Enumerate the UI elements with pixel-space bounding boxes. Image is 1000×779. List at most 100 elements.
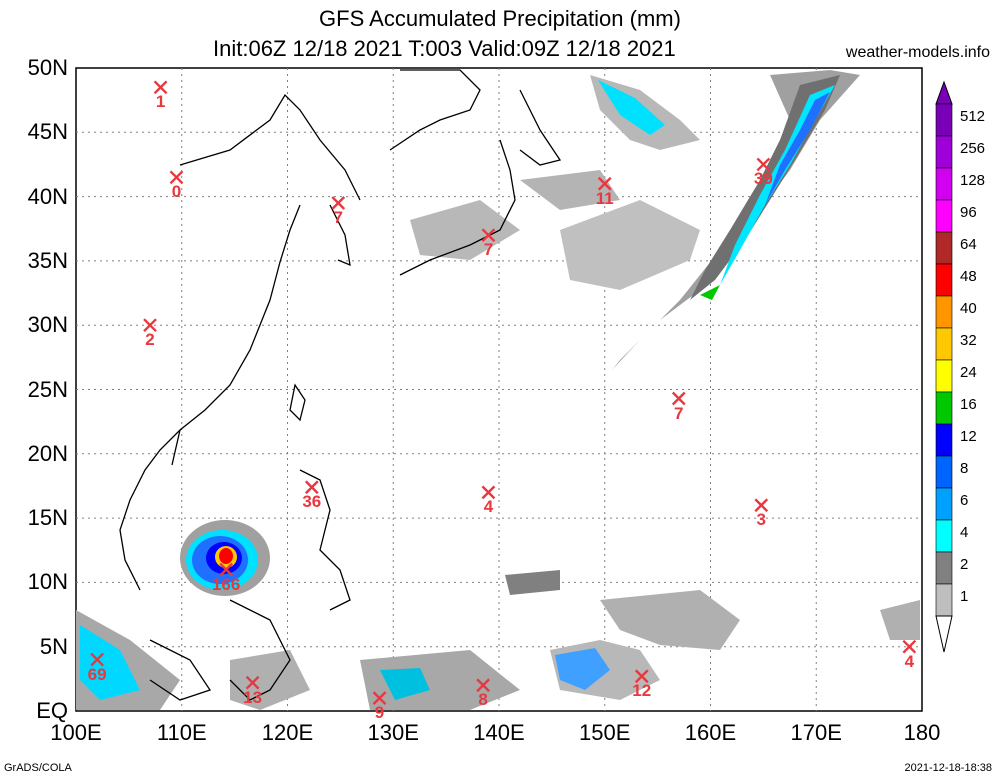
- station-marker: [671, 391, 686, 406]
- colorbar: [935, 80, 953, 653]
- station-marker: [245, 675, 260, 690]
- colorbar-label: 32: [960, 332, 977, 349]
- longitude-label: 100E: [50, 720, 102, 745]
- station-marker: [481, 485, 496, 500]
- footer-credit: GrADS/COLA: [4, 762, 72, 774]
- colorbar-swatch: [935, 583, 953, 617]
- longitude-label: 110E: [156, 720, 207, 745]
- longitude-label: 140E: [473, 720, 525, 745]
- site-credit: weather-models.info: [845, 44, 990, 61]
- colorbar-swatch: [935, 455, 953, 489]
- latitude-label: 30N: [27, 312, 68, 338]
- station-value-label: 7: [333, 208, 343, 228]
- station-marker: [476, 678, 490, 693]
- latitude-label: 45N: [27, 119, 68, 145]
- station-marker: [143, 318, 157, 333]
- colorbar-swatch: [935, 327, 953, 361]
- station-value-label: 11: [595, 188, 614, 208]
- station-value-label: 4: [483, 497, 494, 517]
- longitude-label: 150E: [579, 720, 631, 745]
- latitude-label: EQ: [36, 698, 68, 723]
- station-value-label: 7: [674, 403, 684, 423]
- colorbar-label: 2: [960, 556, 969, 573]
- colorbar-swatch: [935, 167, 953, 201]
- colorbar-swatch: [935, 519, 953, 553]
- colorbar-label: 16: [960, 396, 977, 413]
- station-value-label: 36: [302, 492, 322, 512]
- colorbar-label: 64: [960, 236, 977, 253]
- longitude-label: 160E: [684, 720, 737, 745]
- map-subtitle: Init:06Z 12/18 2021 T:003 Valid:09Z 12/1…: [213, 36, 676, 61]
- station-markers: [90, 80, 917, 705]
- colorbar-label: 8: [960, 460, 969, 477]
- colorbar-swatch: [935, 423, 953, 457]
- station-value-label: 7: [483, 240, 494, 260]
- station-value-label: 8: [478, 690, 488, 710]
- shade-band-blue: [765, 92, 830, 205]
- footer-timestamp: 2021-12-18-18:38: [904, 762, 992, 774]
- station-value-label: 2: [145, 330, 155, 350]
- station-value-label: 4: [904, 651, 915, 671]
- longitude-label: 170E: [790, 720, 842, 745]
- station-marker: [902, 639, 917, 654]
- station-marker: [219, 562, 234, 577]
- station-value-label: 69: [87, 664, 107, 684]
- latitude-label: 10N: [27, 569, 68, 595]
- station-value-label: 0: [171, 182, 182, 202]
- shade-band-green: [700, 285, 720, 300]
- colorbar-label: 40: [960, 300, 977, 317]
- colorbar-label: 6: [960, 492, 969, 509]
- station-marker: [90, 652, 104, 667]
- colorbar-swatch: [935, 487, 953, 521]
- colorbar-max-triangle: [935, 80, 953, 105]
- station-value-label: 3: [756, 510, 766, 530]
- station-marker: [331, 196, 346, 210]
- station-value-label: 166: [211, 574, 241, 594]
- station-marker: [304, 480, 319, 495]
- colorbar-label: 128: [960, 172, 986, 189]
- colorbar-label: 4: [960, 524, 969, 541]
- latitude-label: 15N: [27, 505, 68, 531]
- station-marker: [634, 669, 649, 684]
- station-value-label: 9: [374, 703, 385, 723]
- station-marker: [754, 498, 769, 513]
- colorbar-swatch: [935, 199, 953, 233]
- station-value-label: 13: [243, 687, 263, 707]
- station-value-label: 1: [155, 92, 166, 112]
- colorbar-swatch: [935, 263, 953, 297]
- latitude-label: 35N: [27, 247, 68, 273]
- colorbar-label: 256: [960, 140, 986, 157]
- colorbar-label: 1: [960, 588, 969, 605]
- map-title: GFS Accumulated Precipitation (mm): [319, 6, 681, 31]
- station-marker: [153, 80, 168, 95]
- colorbar-min-triangle: [935, 615, 953, 653]
- colorbar-swatch: [935, 551, 953, 585]
- latitude-label: 50N: [27, 55, 68, 80]
- longitude-label: 180: [903, 720, 941, 745]
- colorbar-swatch: [935, 135, 953, 169]
- colorbar-label: 48: [960, 268, 977, 285]
- colorbar-swatch: [935, 295, 953, 329]
- station-marker: [169, 170, 184, 185]
- colorbar-swatch: [935, 359, 953, 393]
- station-value-label: 39: [753, 169, 773, 189]
- latitude-label: 25N: [27, 376, 68, 402]
- station-marker: [756, 157, 771, 172]
- colorbar-label: 12: [960, 428, 977, 445]
- longitude-label: 130E: [367, 720, 419, 745]
- latitude-label: 20N: [27, 440, 68, 466]
- colorbar-swatch: [935, 231, 953, 265]
- colorbar-label: 512: [960, 108, 986, 125]
- latitude-label: 5N: [39, 633, 68, 659]
- station-value-label: 12: [632, 681, 652, 701]
- latitude-label: 40N: [27, 183, 68, 209]
- colorbar-swatch: [935, 391, 953, 425]
- longitude-label: 120E: [261, 720, 314, 745]
- precipitation-shading: [76, 70, 920, 710]
- station-marker: [372, 691, 387, 705]
- colorbar-swatch: [935, 103, 953, 137]
- coastlines: [119, 69, 562, 701]
- colorbar-label: 96: [960, 204, 977, 221]
- colorbar-label: 24: [960, 364, 977, 381]
